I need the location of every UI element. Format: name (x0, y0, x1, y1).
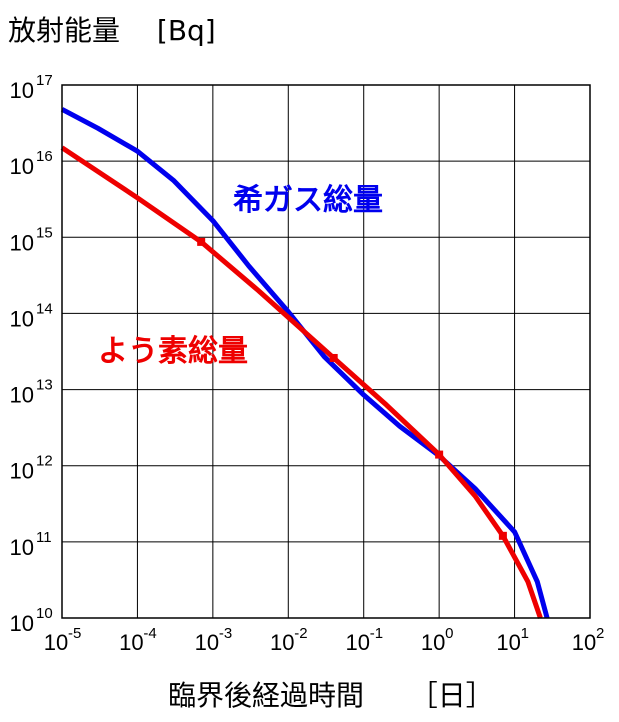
data-point-marker (329, 353, 338, 362)
grid (61, 84, 591, 619)
y-tick-exponent: 12 (36, 453, 53, 470)
series-line-noble-gas (60, 107, 550, 619)
x-tick-label: 10 (119, 630, 143, 655)
data-point-marker (498, 531, 507, 540)
x-tick-exponent: 0 (445, 625, 453, 642)
y-tick-label: 10 (10, 154, 34, 179)
x-tick-label: 10 (572, 630, 596, 655)
y-tick-label: 10 (10, 306, 34, 331)
x-tick-exponent: 1 (521, 625, 529, 642)
x-tick-exponent: -1 (370, 625, 383, 642)
y-tick-exponent: 15 (36, 224, 53, 241)
data-point-marker (197, 237, 206, 246)
x-axis-title: 臨界後経過時間 ［日］ (168, 679, 494, 712)
y-axis-title: 放射能量 [Bq] (8, 14, 216, 47)
y-tick-label: 10 (10, 383, 34, 408)
y-tick-exponent: 17 (36, 72, 53, 89)
y-tick-label: 10 (10, 611, 34, 636)
data-point-marker (435, 450, 444, 459)
plot-frame (61, 84, 591, 619)
series-lines (60, 107, 550, 619)
series-line-iodine (60, 145, 543, 619)
y-tick-exponent: 13 (36, 377, 53, 394)
y-tick-label: 10 (10, 459, 34, 484)
x-tick-exponent: 2 (596, 625, 604, 642)
x-tick-label: 10 (195, 630, 219, 655)
y-tick-label: 10 (10, 230, 34, 255)
y-tick-exponent: 11 (36, 529, 52, 546)
y-tick-label: 10 (10, 535, 34, 560)
x-tick-exponent: -4 (143, 625, 156, 642)
series-label-iodine: よう素総量 (98, 334, 248, 369)
y-tick-label: 10 (10, 78, 34, 103)
series-label-noble-gas: 希ガス総量 (233, 183, 383, 218)
x-tick-label: 10 (345, 630, 369, 655)
x-tick-label: 10 (44, 630, 68, 655)
x-tick-label: 10 (421, 630, 445, 655)
y-tick-exponent: 10 (36, 605, 53, 622)
x-tick-label: 10 (496, 630, 520, 655)
x-tick-exponent: -2 (294, 625, 307, 642)
x-tick-labels: 10 -5 10 -4 10 -3 10 -2 10 -1 10 0 10 1 10 2 (44, 625, 605, 655)
x-tick-exponent: -3 (219, 625, 232, 642)
x-tick-exponent: -5 (68, 625, 81, 642)
y-tick-exponent: 14 (36, 300, 53, 317)
y-tick-exponent: 16 (36, 148, 53, 165)
x-tick-label: 10 (270, 630, 294, 655)
